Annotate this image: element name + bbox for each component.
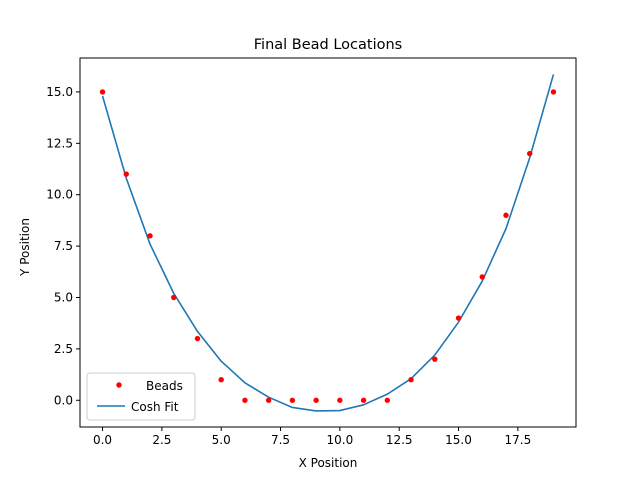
bead-point	[360, 397, 367, 403]
bead-point	[194, 335, 201, 342]
x-tick-label: 0.0	[93, 433, 112, 447]
legend: Beads Cosh Fit	[86, 372, 196, 421]
cosh-fit-layer	[101, 74, 555, 412]
legend-beads-label: Beads	[146, 379, 183, 393]
legend-beads-marker	[116, 382, 122, 388]
bead-point	[171, 294, 177, 301]
bead-point	[384, 397, 391, 403]
bead-point	[337, 397, 343, 403]
bead-point	[503, 212, 509, 218]
bead-point	[265, 397, 272, 403]
x-tick-label: 7.5	[271, 433, 290, 447]
bead-point	[147, 233, 153, 239]
beads-layer	[99, 89, 557, 403]
y-axis-label: Y Position	[18, 218, 32, 277]
x-tick-label: 2.5	[152, 433, 171, 447]
x-tick-label: 10.0	[327, 433, 354, 447]
bead-point	[455, 315, 462, 321]
y-axis: 0.0 2.5 5.0 7.5 10.0 12.5 15.0	[46, 85, 80, 407]
y-tick-label: 15.0	[46, 85, 73, 99]
cosh-fit-line	[101, 74, 555, 412]
y-tick-label: 0.0	[54, 393, 73, 407]
y-tick-label: 7.5	[54, 239, 73, 253]
plot-area	[79, 57, 577, 428]
x-tick-label: 12.5	[386, 433, 413, 447]
x-axis-label: X Position	[299, 456, 358, 470]
bead-point	[527, 150, 533, 157]
chart-title: Final Bead Locations	[254, 37, 402, 53]
y-tick-label: 5.0	[54, 290, 73, 304]
bead-point	[218, 377, 224, 383]
bead-point	[123, 171, 129, 177]
bead-point	[242, 397, 248, 403]
legend-frame	[86, 372, 196, 421]
legend-cosh-fit-label: Cosh Fit	[131, 400, 179, 414]
plot-frame	[79, 57, 577, 428]
x-axis: 0.0 2.5 5.0 7.5 10.0 12.5 15.0 17.5	[93, 427, 531, 447]
bead-point	[408, 377, 414, 383]
bead-point	[99, 89, 106, 95]
x-tick-label: 5.0	[212, 433, 231, 447]
y-tick-label: 10.0	[46, 188, 73, 202]
bead-point	[289, 397, 296, 403]
x-tick-label: 17.5	[504, 433, 531, 447]
y-tick-label: 12.5	[46, 136, 73, 150]
bead-point	[313, 397, 319, 403]
bead-point	[432, 356, 438, 362]
bead-point	[479, 274, 485, 280]
bead-point	[550, 89, 557, 95]
y-tick-label: 2.5	[54, 342, 73, 356]
x-tick-label: 15.0	[445, 433, 472, 447]
